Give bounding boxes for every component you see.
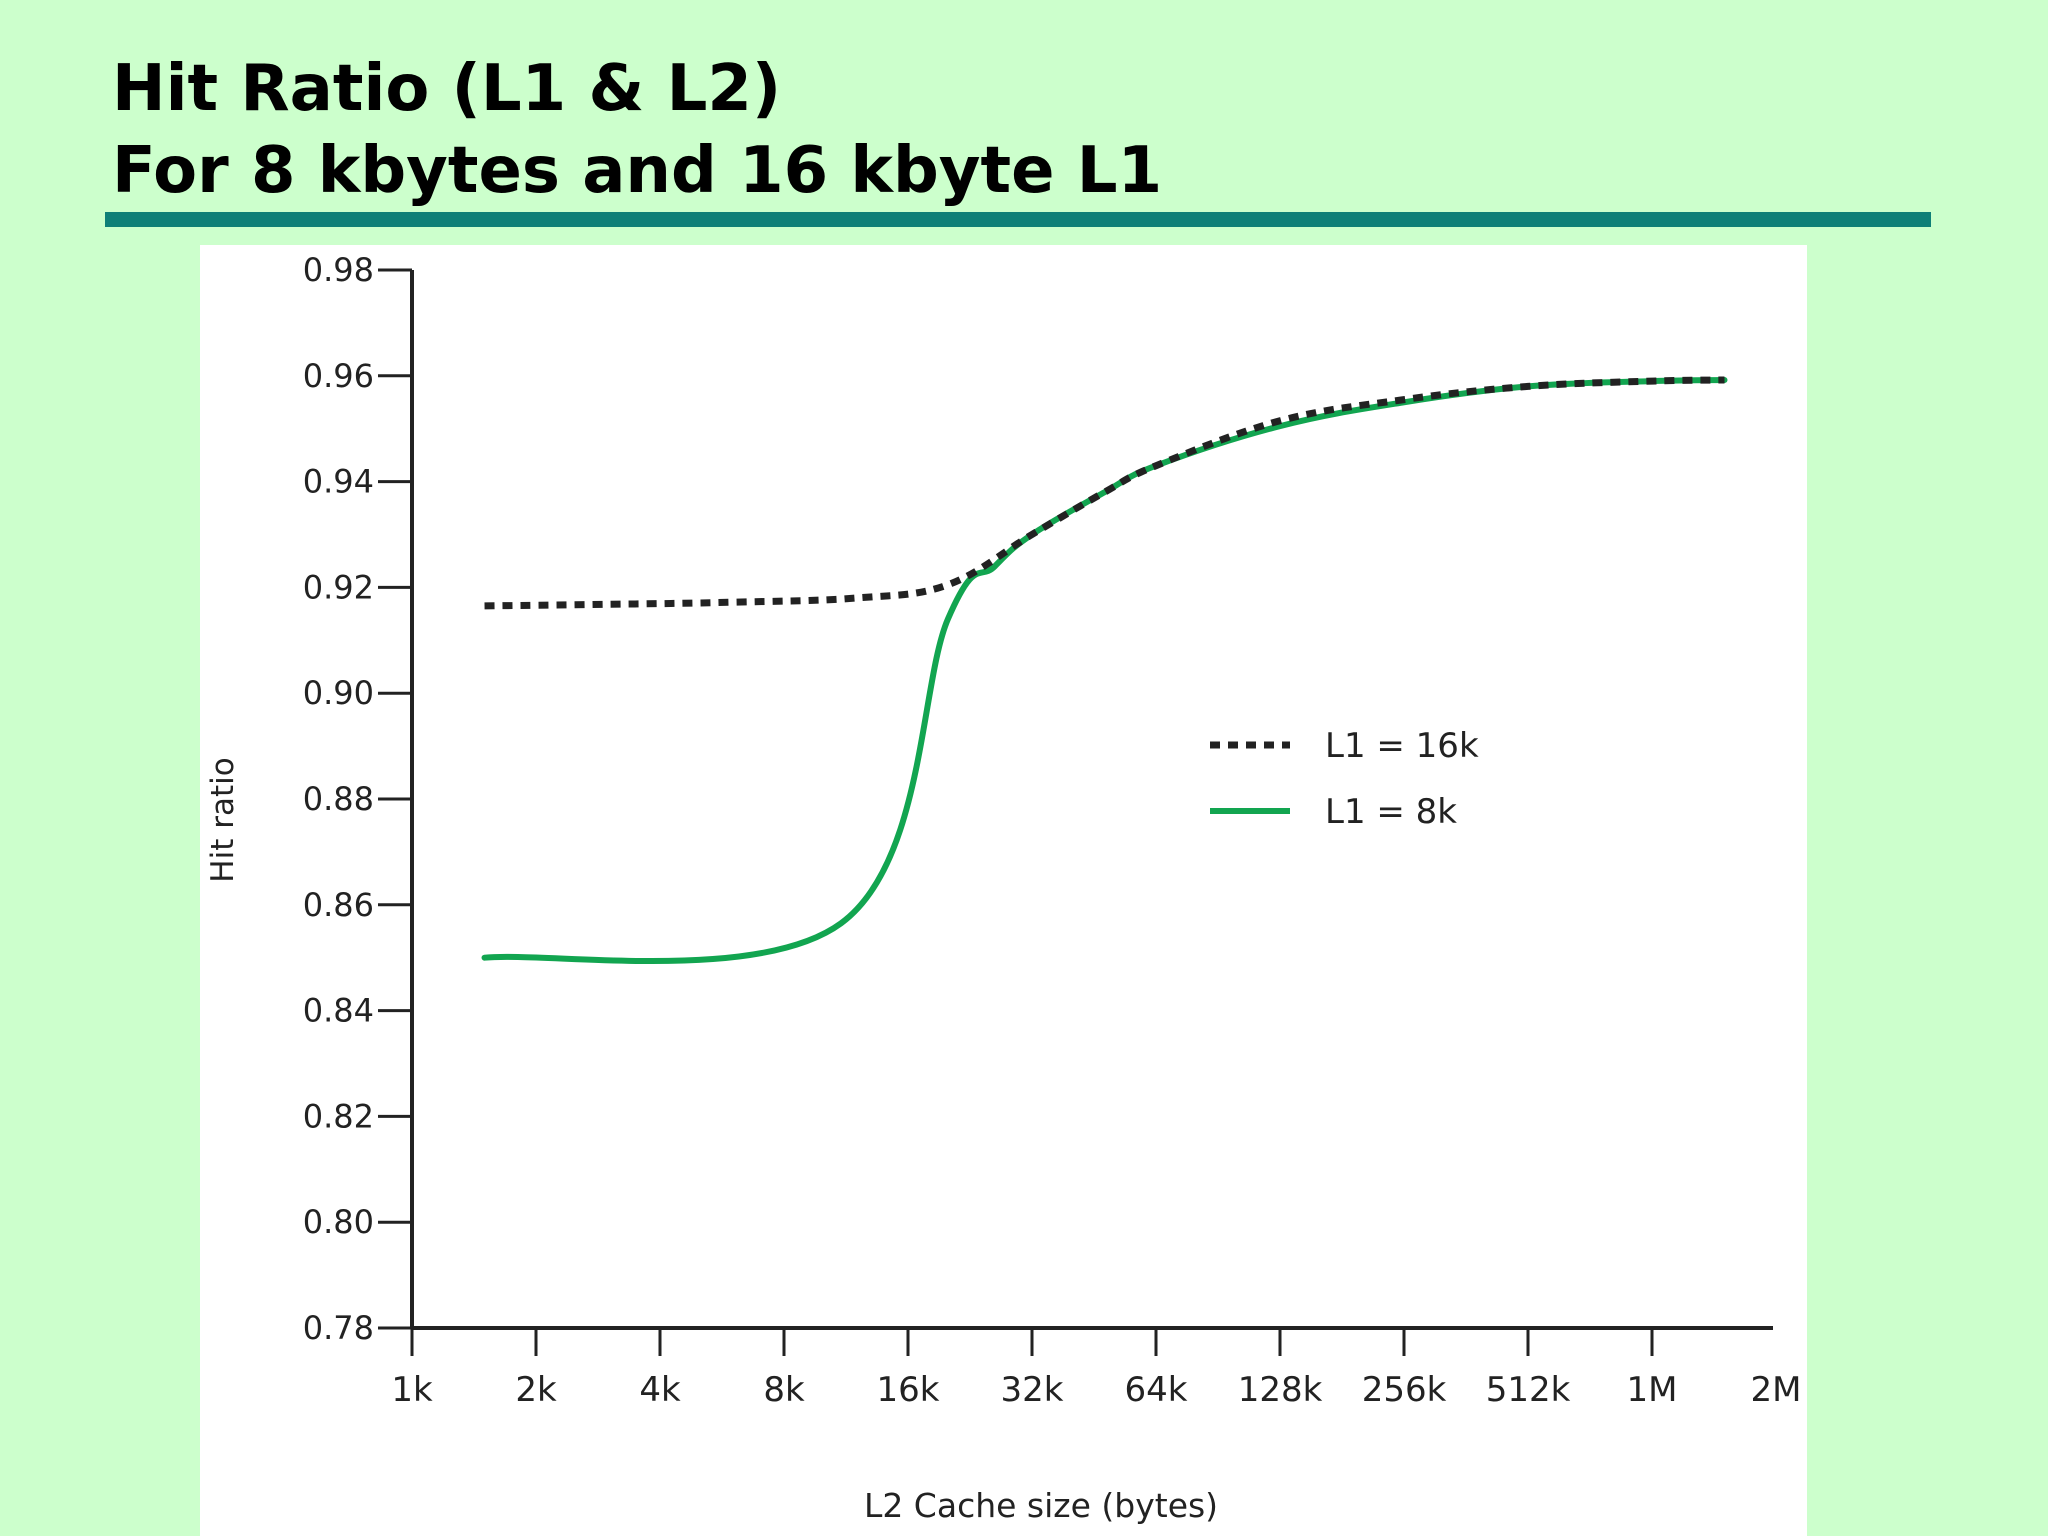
slide-title-line-2: For 8 kbytes and 16 kbyte L1: [112, 134, 1163, 208]
chart-panel: 0.78 0.80 0.82 0.84 0.86 0.88 0.90 0.92 0.94 0.96…: [200, 245, 1807, 1536]
y-axis: 0.78 0.80 0.82 0.84 0.86 0.88 0.90 0.92 0.94 0.96…: [303, 251, 414, 1347]
title-divider: [105, 212, 1931, 227]
y-tick-label: 0.92: [303, 568, 374, 606]
y-tick-label: 0.82: [303, 1097, 374, 1135]
x-tick-label: 4k: [639, 1370, 681, 1410]
legend-label: L1 = 16k: [1325, 726, 1479, 766]
x-axis-label: L2 Cache size (bytes): [864, 1486, 1218, 1525]
series-lines: [481, 376, 1728, 965]
x-tick-label: 8k: [763, 1370, 805, 1410]
x-tick-label: 1k: [391, 1370, 433, 1410]
y-tick-label: 0.94: [303, 463, 374, 501]
x-tick-label: 128k: [1238, 1370, 1323, 1410]
legend-label: L1 = 8k: [1325, 792, 1457, 832]
x-tick-label: 256k: [1362, 1370, 1447, 1410]
series-line-l1-16k: [484, 376, 1725, 610]
y-tick-label: 0.90: [303, 674, 374, 712]
x-tick-label: 512k: [1486, 1370, 1571, 1410]
x-tick-label: 16k: [877, 1370, 940, 1410]
x-tick-label: 64k: [1125, 1370, 1188, 1410]
slide-title: Hit Ratio (L1 & L2) For 8 kbytes and 16 …: [112, 48, 1162, 212]
y-tick-label: 0.80: [303, 1203, 374, 1241]
y-tick-label: 0.86: [303, 886, 374, 924]
x-tick-label: 2M: [1751, 1370, 1802, 1410]
x-tick-label: 32k: [1001, 1370, 1064, 1410]
y-tick-label: 0.78: [303, 1309, 374, 1347]
series-line-l1-8k: [481, 377, 1728, 965]
y-tick-label: 0.88: [303, 780, 374, 818]
y-tick-label: 0.96: [303, 357, 374, 395]
slide-title-line-1: Hit Ratio (L1 & L2): [112, 52, 782, 126]
y-tick-label: 0.98: [303, 251, 374, 289]
y-axis-label: Hit ratio: [205, 757, 241, 882]
x-tick-label: 1M: [1627, 1370, 1678, 1410]
x-axis: 1k 2k 4k 8k 16k 32k 64k 128k 256k 512k 1M 2M: [391, 1326, 1802, 1410]
hit-ratio-chart: 0.78 0.80 0.82 0.84 0.86 0.88 0.90 0.92 0.94 0.96…: [205, 251, 1802, 1525]
y-tick-label: 0.84: [303, 992, 374, 1030]
x-tick-label: 2k: [515, 1370, 557, 1410]
legend: L1 = 16k L1 = 8k: [1210, 726, 1479, 832]
